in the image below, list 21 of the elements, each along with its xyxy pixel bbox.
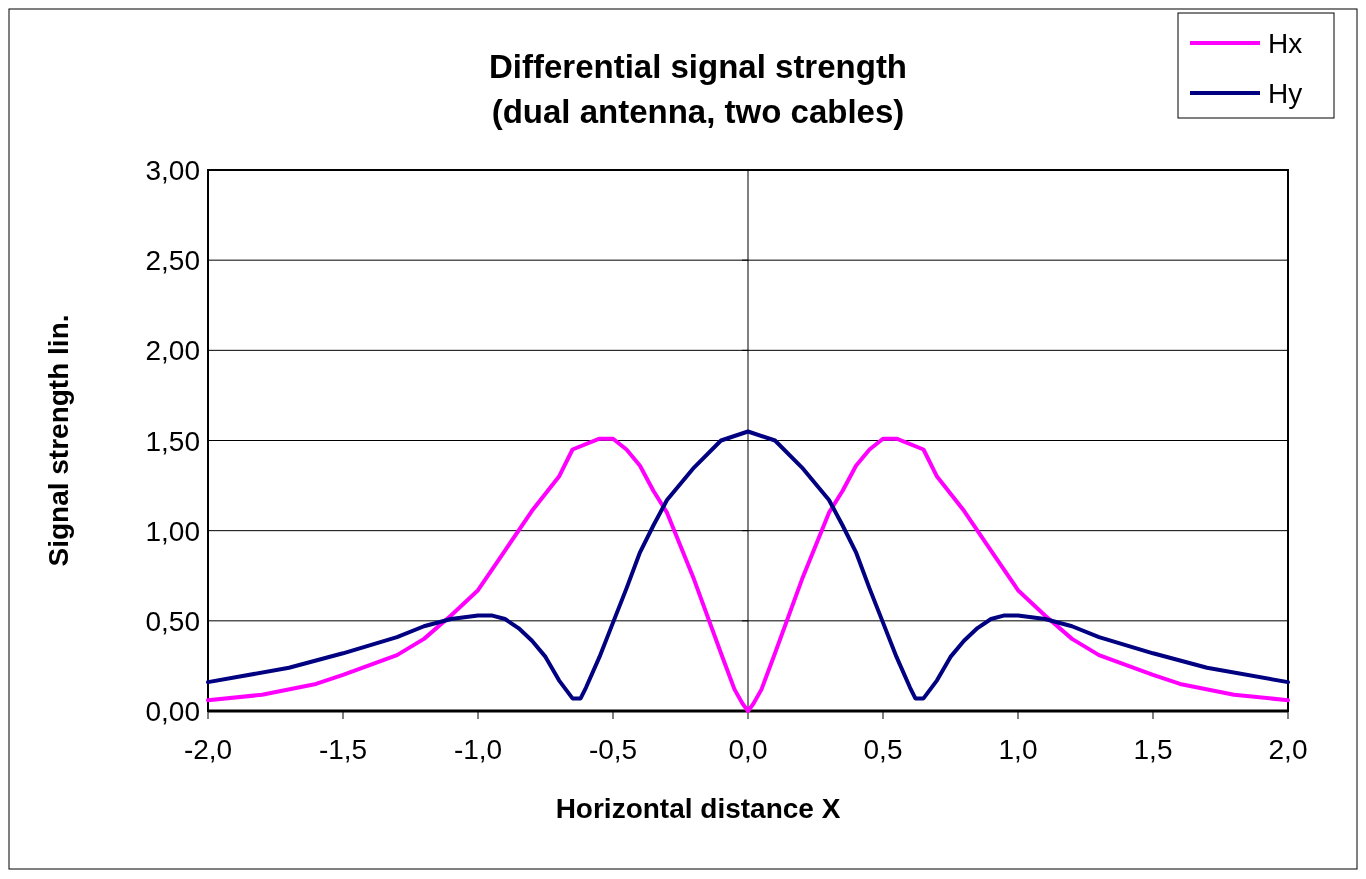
legend-label: Hy	[1268, 78, 1303, 109]
y-tick-label: 0,00	[145, 696, 200, 727]
x-tick-label: -0,5	[588, 734, 638, 765]
y-tick-label: 0,50	[145, 605, 200, 637]
x-tick-label: 2,0	[1268, 734, 1308, 765]
x-tick-label: 1,0	[998, 734, 1038, 765]
x-tick-label: -1,5	[318, 734, 368, 765]
y-tick-label: 2,50	[145, 245, 200, 277]
y-tick-label: 2,00	[145, 335, 200, 367]
x-tick-label: 0,5	[863, 734, 903, 765]
y-tick-label: 1,50	[145, 425, 200, 457]
y-tick-label: 1,00	[145, 515, 200, 547]
x-tick-label: 1,5	[1133, 734, 1173, 765]
x-tick-label: -1,0	[453, 734, 503, 765]
chart-title: Differential signal strength (dual antenna, two cables)	[488, 48, 908, 130]
x-tick-label: 0,0	[728, 734, 768, 765]
y-tick-label: 3,00	[145, 155, 200, 186]
y-axis-title: Signal strength lin.	[43, 314, 74, 567]
x-axis-title: Horizontal distance X	[555, 793, 841, 824]
x-tick-label: -2,0	[183, 734, 233, 765]
legend-label: Hx	[1268, 28, 1303, 59]
